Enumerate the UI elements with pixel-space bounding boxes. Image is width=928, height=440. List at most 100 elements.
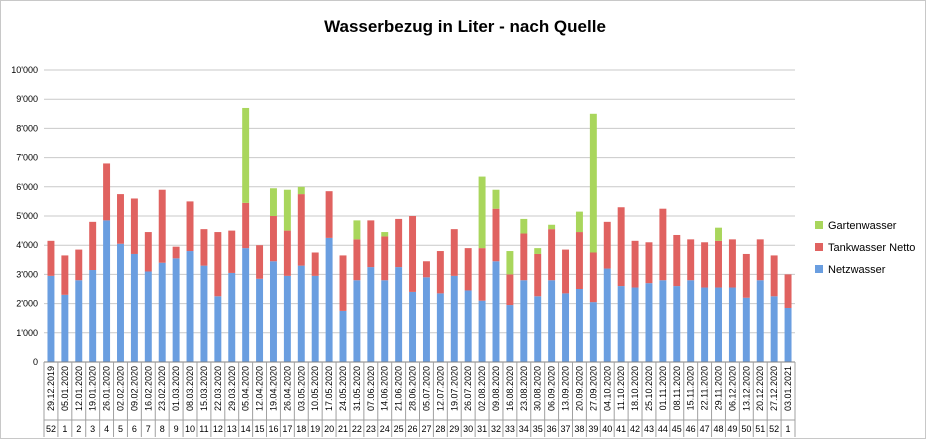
x-tick-label: 08.11.2020 (672, 366, 682, 410)
x-tick-label: 03.01.2021 (783, 366, 793, 411)
bar-segment-tankwasser-netto (589, 252, 597, 303)
bar-segment-netzwasser (200, 265, 208, 362)
y-tick-label: 3'000 (16, 269, 38, 279)
week-number-label: 50 (741, 424, 751, 434)
bar-segment-netzwasser (464, 290, 472, 362)
y-tick-label: 0 (33, 357, 38, 367)
x-tick-label: 14.06.2020 (380, 366, 390, 411)
bar-segment-tankwasser-netto (381, 236, 389, 281)
bar-segment-netzwasser (339, 310, 347, 362)
y-tick-label: 7'000 (16, 153, 38, 163)
bar-segment-netzwasser (659, 280, 667, 362)
week-number-label: 44 (658, 424, 668, 434)
x-tick-label: 09.08.2020 (491, 366, 501, 411)
bar-segment-gartenwasser (492, 189, 500, 209)
week-number-label: 6 (132, 424, 137, 434)
x-tick-label: 10.05.2020 (310, 366, 320, 411)
x-tick-label: 22.11.2020 (700, 366, 710, 410)
x-tick-label: 09.02.2020 (129, 366, 139, 411)
bar-segment-tankwasser-netto (673, 234, 681, 287)
week-number-label: 46 (686, 424, 696, 434)
bar-segment-tankwasser-netto (283, 230, 291, 276)
legend-swatch (815, 243, 823, 251)
bar-segment-tankwasser-netto (701, 242, 709, 288)
week-number-label: 38 (574, 424, 584, 434)
bar-segment-netzwasser (548, 280, 556, 362)
bar-segment-netzwasser (395, 267, 403, 362)
bar-segment-tankwasser-netto (520, 233, 528, 281)
bar-segment-tankwasser-netto (534, 253, 542, 297)
x-tick-label: 19.04.2020 (268, 366, 278, 411)
x-tick-label: 18.10.2020 (630, 366, 640, 411)
week-number-label: 9 (174, 424, 179, 434)
bar-segment-netzwasser (450, 275, 458, 362)
bar-segment-tankwasser-netto (436, 251, 444, 294)
week-number-label: 3 (90, 424, 95, 434)
x-tick-label: 05.01.2020 (60, 366, 70, 411)
week-number-label: 51 (755, 424, 765, 434)
bar-segment-tankwasser-netto (603, 221, 611, 269)
week-number-label: 34 (519, 424, 529, 434)
bar-segment-tankwasser-netto (562, 249, 570, 294)
week-number-label: 52 (46, 424, 56, 434)
week-number-label: 33 (505, 424, 515, 434)
x-tick-label: 30.08.2020 (533, 366, 543, 411)
bar-segment-netzwasser (673, 286, 681, 362)
week-number-label: 39 (588, 424, 598, 434)
bar-segment-netzwasser (756, 280, 764, 362)
bar-segment-netzwasser (701, 287, 709, 362)
legend: Gartenwasser Tankwasser Netto Netzwasser (815, 220, 915, 276)
bar-segment-netzwasser (144, 271, 152, 362)
week-number-label: 37 (561, 424, 571, 434)
week-number-label: 7 (146, 424, 151, 434)
x-tick-label: 05.07.2020 (421, 366, 431, 411)
bar-segment-tankwasser-netto (617, 207, 625, 287)
week-number-label: 36 (547, 424, 557, 434)
bar-segment-netzwasser (103, 220, 111, 362)
x-tick-label: 13.09.2020 (561, 366, 571, 411)
bar-segment-netzwasser (367, 267, 375, 362)
x-tick-label: 16.02.2020 (143, 366, 153, 411)
week-number-label: 24 (380, 424, 390, 434)
bar-segment-netzwasser (89, 270, 97, 362)
x-tick-label: 29.12.2019 (46, 366, 56, 411)
week-number-label: 4 (104, 424, 109, 434)
bar-segment-netzwasser (172, 258, 180, 362)
bar-segment-gartenwasser (575, 211, 583, 233)
bar-segment-tankwasser-netto (742, 253, 750, 298)
week-number-label: 5 (118, 424, 123, 434)
bar-segment-netzwasser (75, 280, 83, 362)
week-number-label: 32 (491, 424, 501, 434)
week-number-label: 31 (477, 424, 487, 434)
bar-segment-tankwasser-netto (422, 261, 430, 278)
x-tick-label: 11.10.2020 (616, 366, 626, 410)
bar-segment-tankwasser-netto (172, 246, 180, 259)
bar-segment-netzwasser (575, 289, 583, 362)
bar-segment-netzwasser (311, 275, 319, 362)
x-tick-label: 02.08.2020 (477, 366, 487, 411)
bar-segment-gartenwasser (548, 224, 556, 230)
bar-segment-tankwasser-netto (575, 232, 583, 289)
week-number-label: 43 (644, 424, 654, 434)
bar-segment-gartenwasser (269, 188, 277, 216)
bar-segment-netzwasser (506, 305, 514, 362)
x-tick-label: 25.10.2020 (644, 366, 654, 411)
x-tick-label: 08.03.2020 (185, 366, 195, 411)
x-tick-label: 02.02.2020 (115, 366, 125, 411)
bar-segment-tankwasser-netto (784, 274, 792, 308)
bar-segment-netzwasser (687, 280, 695, 362)
bar-segment-tankwasser-netto (75, 249, 83, 281)
x-tick-label: 12.04.2020 (255, 366, 265, 411)
x-tick-label: 26.04.2020 (282, 366, 292, 411)
bar-segment-tankwasser-netto (492, 208, 500, 262)
bar-segment-netzwasser (603, 268, 611, 362)
bar-segment-netzwasser (534, 296, 542, 362)
bar-segment-netzwasser (645, 283, 653, 362)
x-tick-label: 26.07.2020 (463, 366, 473, 411)
y-tick-label: 6'000 (16, 182, 38, 192)
x-tick-label: 07.06.2020 (366, 366, 376, 411)
bar-segment-netzwasser (520, 280, 528, 362)
week-number-label: 14 (241, 424, 251, 434)
